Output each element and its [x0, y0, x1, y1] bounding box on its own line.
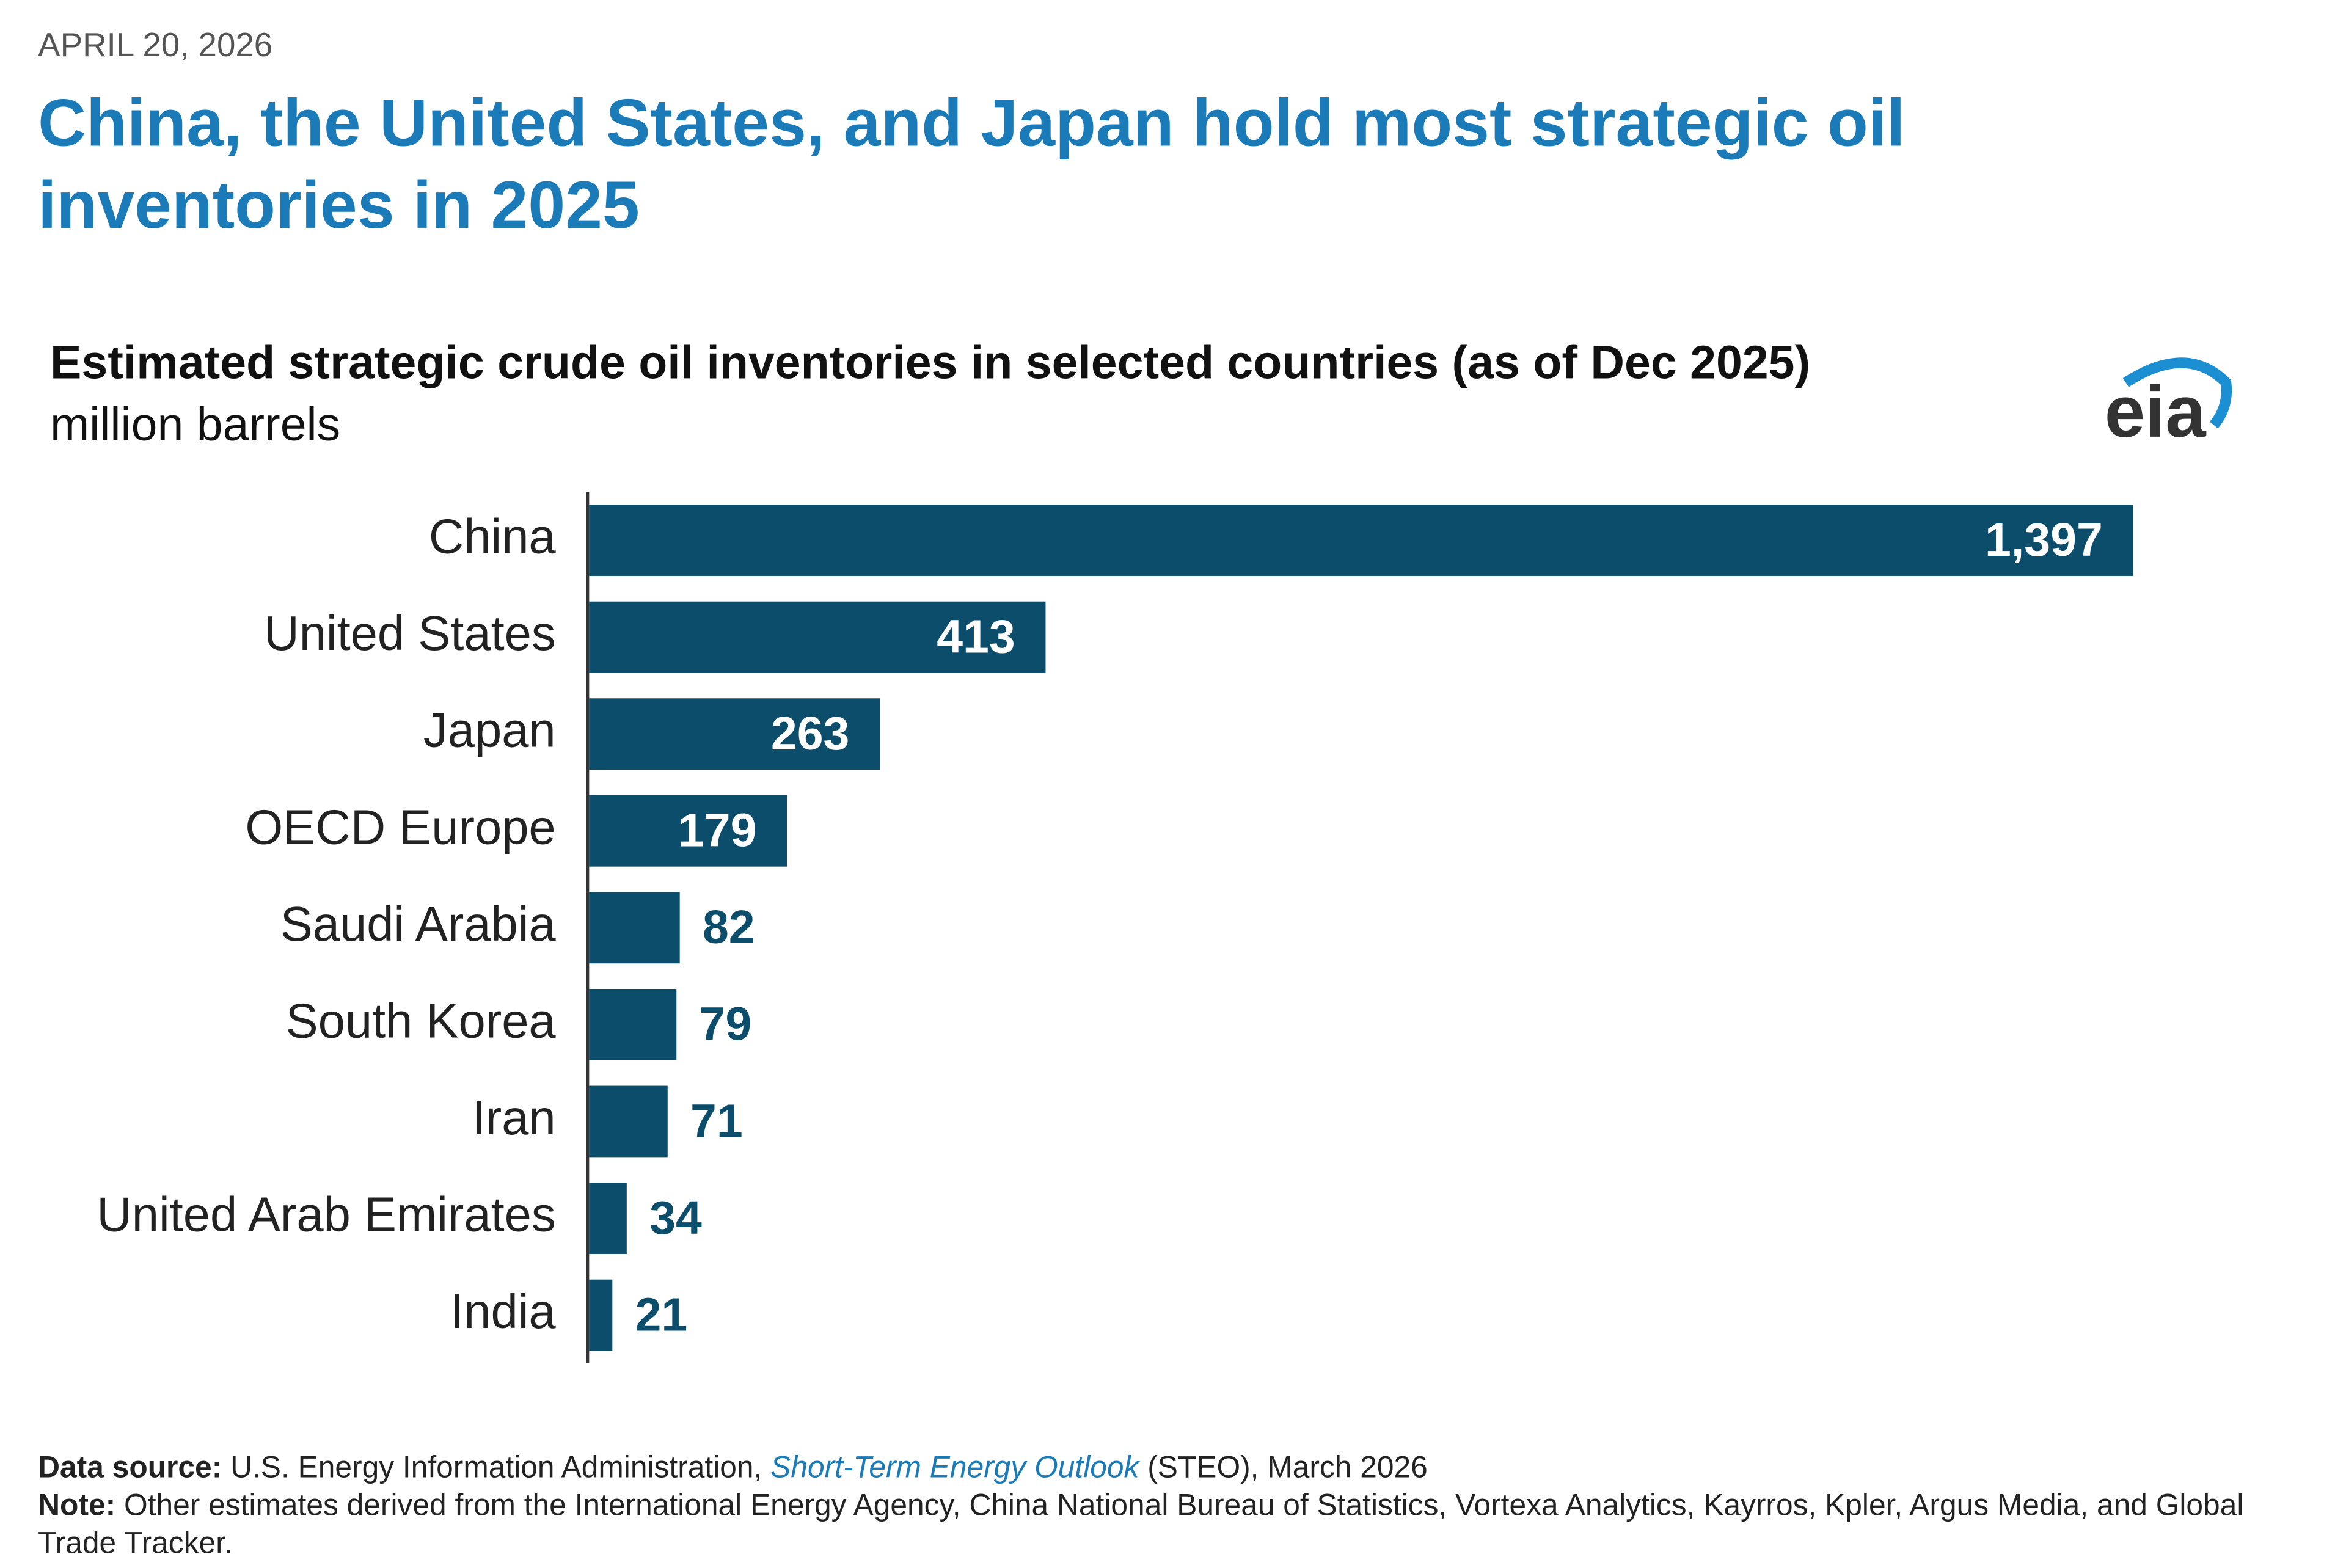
- category-label: Iran: [472, 1090, 556, 1145]
- note: Note: Other estimates derived from the I…: [38, 1488, 2270, 1564]
- source: Data source: U.S. Energy Information Adm…: [38, 1450, 2270, 1488]
- headline: China, the United States, and Japan hold…: [38, 86, 1906, 243]
- bar: [589, 1183, 627, 1254]
- bar: [589, 505, 2133, 576]
- category-label: United States: [264, 606, 555, 660]
- category-label: United Arab Emirates: [97, 1187, 555, 1242]
- note-text: Other estimates derived from the Interna…: [38, 1489, 2244, 1561]
- logo: eia: [2105, 371, 2207, 453]
- note-label: Note:: [38, 1489, 116, 1523]
- value-label: 1,397: [1985, 514, 2103, 566]
- chart-title: Estimated strategic crude oil inventorie…: [50, 336, 1810, 388]
- value-label: 179: [678, 804, 757, 857]
- source-text: U.S. Energy Information Administration,: [230, 1451, 762, 1485]
- date: APRIL 20, 2026: [38, 26, 273, 64]
- bar: [589, 698, 880, 770]
- bar: [589, 988, 677, 1060]
- category-label: Japan: [423, 703, 556, 757]
- category-label: OECD Europe: [245, 800, 555, 854]
- value-label: 413: [937, 610, 1015, 663]
- bar: [589, 1085, 668, 1158]
- chart-subtitle: million barrels: [50, 398, 340, 451]
- logo-arc: [2122, 357, 2232, 429]
- footer: Data source: U.S. Energy Information Adm…: [38, 1450, 2270, 1564]
- bar: [589, 601, 1046, 673]
- source-suffix: (STEO), March 2026: [1147, 1451, 1428, 1485]
- category-label: India: [450, 1284, 556, 1338]
- source-label: Data source:: [38, 1451, 222, 1485]
- category-label: South Korea: [286, 993, 557, 1048]
- bar: [589, 1279, 613, 1351]
- value-label: 79: [700, 998, 752, 1051]
- value-label: 34: [649, 1192, 702, 1244]
- value-label: 263: [771, 707, 850, 760]
- bar: [589, 892, 680, 964]
- bar: [589, 795, 787, 867]
- category-label: China: [429, 509, 557, 564]
- category-label: Saudi Arabia: [280, 897, 557, 951]
- value-label: 21: [635, 1288, 688, 1341]
- source-link[interactable]: Short-Term Energy Outlook: [770, 1451, 1139, 1485]
- value-label: 82: [703, 901, 755, 954]
- value-label: 71: [690, 1095, 743, 1147]
